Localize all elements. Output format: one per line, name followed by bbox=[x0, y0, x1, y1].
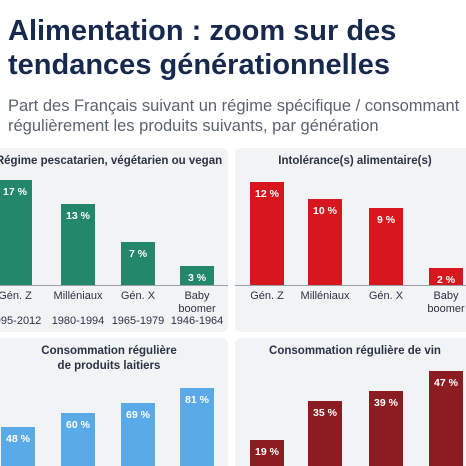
value-label: 2 % bbox=[436, 273, 456, 286]
value-label: 81 % bbox=[185, 394, 209, 407]
chart-title: Régime pescatarien, végétarien ou vegan bbox=[0, 155, 223, 167]
bar bbox=[1, 427, 35, 466]
value-label: 13 % bbox=[66, 210, 90, 223]
baseline bbox=[0, 285, 228, 286]
bar bbox=[0, 179, 32, 285]
x-tick-label: Baby boomer bbox=[427, 290, 465, 315]
bar bbox=[250, 440, 284, 466]
bar bbox=[180, 388, 214, 466]
bar bbox=[61, 413, 95, 466]
subtitle-line: Part des Français suivant un régime spéc… bbox=[8, 97, 460, 115]
value-label: 12 % bbox=[255, 187, 279, 200]
value-label: 60 % bbox=[66, 419, 90, 432]
x-tick-label: Milléniaux bbox=[53, 290, 103, 302]
bar bbox=[429, 267, 463, 285]
value-label: 35 % bbox=[313, 406, 337, 419]
bar bbox=[429, 371, 463, 466]
value-label: 19 % bbox=[255, 446, 279, 459]
period-label: 1980-1994 bbox=[51, 315, 105, 327]
x-tick-label: Gén. Z bbox=[0, 290, 32, 302]
bar bbox=[121, 241, 155, 285]
chart-title: Intolérance(s) alimentaire(s) bbox=[278, 155, 432, 167]
title: Alimentation : zoom sur des tendances gé… bbox=[8, 15, 397, 81]
x-tick-label: Gén. Z bbox=[250, 290, 284, 302]
chart-title: Consommation régulière de produits laiti… bbox=[41, 345, 177, 372]
chart-panel: Consommation régulière de produits laiti… bbox=[0, 338, 228, 466]
x-tick-label: Milléniaux bbox=[300, 290, 350, 302]
value-label: 39 % bbox=[374, 397, 398, 410]
value-label: 3 % bbox=[187, 272, 207, 285]
x-tick-label: Baby boomer bbox=[178, 290, 216, 315]
chart-panel: Régime pescatarien, végétarien ou vegan 1… bbox=[0, 148, 228, 332]
bar bbox=[308, 400, 342, 466]
value-label: 47 % bbox=[434, 377, 458, 390]
bar bbox=[369, 391, 403, 466]
period-label: 1995-2012 bbox=[0, 315, 42, 327]
chart-title: Consommation régulière de vin bbox=[269, 345, 441, 357]
subtitle: Part des Français suivant un régime spéc… bbox=[8, 96, 466, 136]
chart-panel: Consommation régulière de vin 19 % 35 % 39 … bbox=[235, 338, 466, 466]
bar bbox=[61, 204, 95, 285]
value-label: 10 % bbox=[313, 205, 337, 217]
value-label: 7 % bbox=[128, 247, 148, 260]
baseline bbox=[235, 285, 466, 286]
value-label: 48 % bbox=[6, 433, 30, 446]
value-label: 17 % bbox=[3, 185, 27, 198]
bar bbox=[180, 266, 214, 285]
bar bbox=[369, 207, 403, 285]
chart-panel: Intolérance(s) alimentaire(s) 12 % Gén. Z 1… bbox=[235, 148, 466, 332]
x-tick-label: Gén. X bbox=[120, 290, 156, 302]
bar bbox=[308, 199, 342, 285]
period-label: 1946-1964 bbox=[170, 315, 224, 327]
subtitle-line: régulièrement les produits suivants, par… bbox=[8, 117, 379, 135]
value-label: 69 % bbox=[126, 408, 150, 421]
x-tick-label: Gén. X bbox=[368, 290, 404, 302]
value-label: 9 % bbox=[376, 213, 396, 226]
period-label: 1965-1979 bbox=[111, 315, 165, 327]
bar bbox=[121, 402, 155, 466]
bar bbox=[250, 181, 284, 285]
